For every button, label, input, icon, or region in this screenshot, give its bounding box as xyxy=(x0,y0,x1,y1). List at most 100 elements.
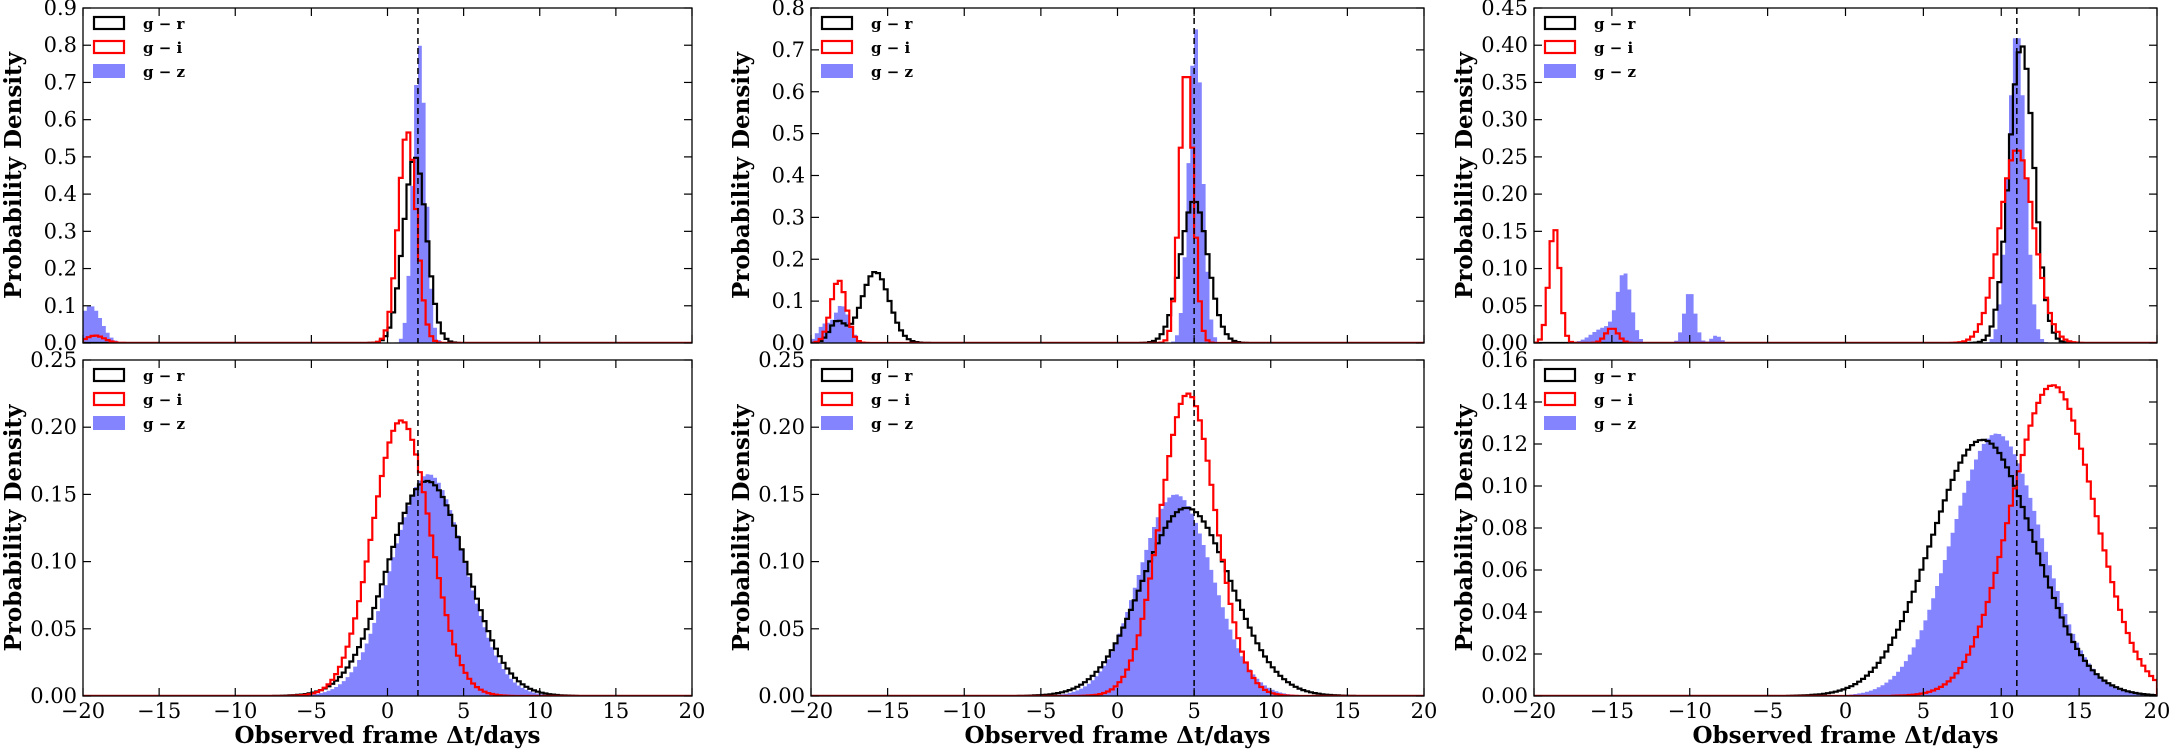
legend-swatch xyxy=(1543,367,1577,383)
y-tick-label: 0.25 xyxy=(1481,145,1528,169)
series-gr-step xyxy=(811,200,1424,343)
series-gi-step xyxy=(83,419,692,696)
legend-swatch xyxy=(93,64,125,78)
x-axis-label: Observed frame Δt/days xyxy=(1693,722,1999,749)
y-tick-label: 0.04 xyxy=(1481,600,1528,624)
y-tick-label: 0.14 xyxy=(1481,390,1528,414)
series-gi-step xyxy=(1534,149,2157,343)
series-gz-hist xyxy=(83,45,692,343)
y-tick-label: 0.15 xyxy=(1481,219,1528,243)
y-tick-label: 0.06 xyxy=(1481,558,1528,582)
x-tick-label: 0 xyxy=(1839,699,1852,723)
series-gr-step xyxy=(83,156,692,343)
legend-swatch xyxy=(821,64,853,78)
y-tick-label: 0.6 xyxy=(772,80,805,104)
legend: g − r g − i g − z xyxy=(820,367,914,433)
y-tick-label: 0.02 xyxy=(1481,642,1528,666)
y-tick-label: 0.05 xyxy=(30,617,77,641)
y-tick-label: 0.1 xyxy=(772,289,805,313)
y-tick-label: 0.3 xyxy=(44,219,77,243)
y-tick-label: 0.3 xyxy=(772,205,805,229)
y-tick-label: 0.05 xyxy=(1481,294,1528,318)
y-tick-label: 0.6 xyxy=(44,108,77,132)
y-tick-label: 0.10 xyxy=(1481,474,1528,498)
plot-area xyxy=(811,8,1424,343)
y-axis-label: Probability Density xyxy=(0,404,27,652)
y-tick-label: 0.2 xyxy=(772,247,805,271)
legend-swatch xyxy=(1544,64,1576,78)
y-tick-label: 0.10 xyxy=(1481,257,1528,281)
series-gz-hist xyxy=(1534,38,2157,343)
x-tick-label: 10 xyxy=(1988,699,2015,723)
y-tick-label: 0.00 xyxy=(1481,331,1528,355)
axes-frame xyxy=(810,7,1425,344)
y-tick-label: 0.40 xyxy=(1481,33,1528,57)
plot-area xyxy=(83,8,692,343)
series-gz-hist xyxy=(83,474,692,696)
y-tick-label: 0.5 xyxy=(44,145,77,169)
plot-area xyxy=(1534,8,2157,343)
y-tick-label: 0.7 xyxy=(772,38,805,62)
y-tick-label: 0.0 xyxy=(772,331,805,355)
x-tick-label: 15 xyxy=(603,699,630,723)
panel-bottom-middle: −20 −15 −10 −5 0 5 10 15 20 0.00 0.05 0.10 0.15 0.20 0… xyxy=(728,348,1437,749)
x-tick-label: 20 xyxy=(2144,699,2170,723)
y-tick-label: 0.25 xyxy=(758,348,805,372)
y-tick-label: 0.30 xyxy=(1481,108,1528,132)
y-tick-label: 0.12 xyxy=(1481,432,1528,456)
legend: g − r g − i g − z xyxy=(820,15,914,81)
x-tick-label: −20 xyxy=(61,699,105,723)
legend-label: g − r xyxy=(143,367,186,385)
legend: g − r g − i g − z xyxy=(1543,367,1637,433)
y-tick-label: 0.20 xyxy=(1481,182,1528,206)
panel-bottom-right: −20 −15 −10 −5 0 5 10 15 20 0.00 0.02 0.04 0.06 0.08 0… xyxy=(1451,348,2170,749)
y-tick-label: 0.9 xyxy=(44,0,77,20)
legend-label: g − i xyxy=(871,391,911,409)
legend-swatch xyxy=(821,416,853,430)
legend-label: g − i xyxy=(871,39,911,57)
legend: g − r g − i g − z xyxy=(92,367,186,433)
x-tick-label: 15 xyxy=(2066,699,2093,723)
legend-label: g − z xyxy=(871,63,914,81)
y-tick-label: 0.25 xyxy=(30,348,77,372)
x-tick-label: −15 xyxy=(137,699,181,723)
legend-label: g − r xyxy=(1594,15,1637,33)
legend-swatch xyxy=(820,39,854,55)
x-tick-label: 20 xyxy=(1411,699,1438,723)
x-tick-label: −15 xyxy=(865,699,909,723)
legend-label: g − r xyxy=(871,367,914,385)
x-tick-label: 5 xyxy=(457,699,470,723)
legend-swatch xyxy=(820,15,854,31)
y-tick-label: 0.0 xyxy=(44,331,77,355)
legend-swatch xyxy=(93,416,125,430)
series-gr-step xyxy=(1534,438,2157,696)
legend-label: g − i xyxy=(1594,39,1634,57)
legend-swatch xyxy=(92,15,126,31)
x-tick-label: 5 xyxy=(1917,699,1930,723)
y-tick-label: 0.4 xyxy=(772,164,805,188)
x-tick-label: 5 xyxy=(1187,699,1200,723)
x-tick-label: −10 xyxy=(942,699,986,723)
y-axis-label: Probability Density xyxy=(0,51,27,299)
x-tick-label: 0 xyxy=(381,699,394,723)
panel-top-left: 0.0 0.1 0.2 0.3 0.4 0.5 0.6 0.7 0.8 0.9 Probabilit… xyxy=(0,0,693,355)
y-tick-label: 0.5 xyxy=(772,122,805,146)
y-tick-label: 0.00 xyxy=(758,684,805,708)
y-tick-label: 0.15 xyxy=(758,482,805,506)
legend-label: g − r xyxy=(871,15,914,33)
y-tick-label: 0.00 xyxy=(1481,684,1528,708)
legend-swatch xyxy=(1543,391,1577,407)
y-tick-label: 0.08 xyxy=(1481,516,1528,540)
x-tick-label: −5 xyxy=(1025,699,1056,723)
y-tick-label: 0.1 xyxy=(44,294,77,318)
legend-label: g − r xyxy=(1594,367,1637,385)
y-tick-label: 0.00 xyxy=(30,684,77,708)
legend-label: g − z xyxy=(1594,63,1637,81)
y-tick-label: 0.4 xyxy=(44,182,77,206)
legend: g − r g − i g − z xyxy=(1543,15,1637,81)
x-tick-label: 10 xyxy=(1257,699,1284,723)
y-axis-label: Probability Density xyxy=(1451,404,1478,652)
y-axis-label: Probability Density xyxy=(1451,51,1478,299)
x-tick-label: 10 xyxy=(526,699,553,723)
